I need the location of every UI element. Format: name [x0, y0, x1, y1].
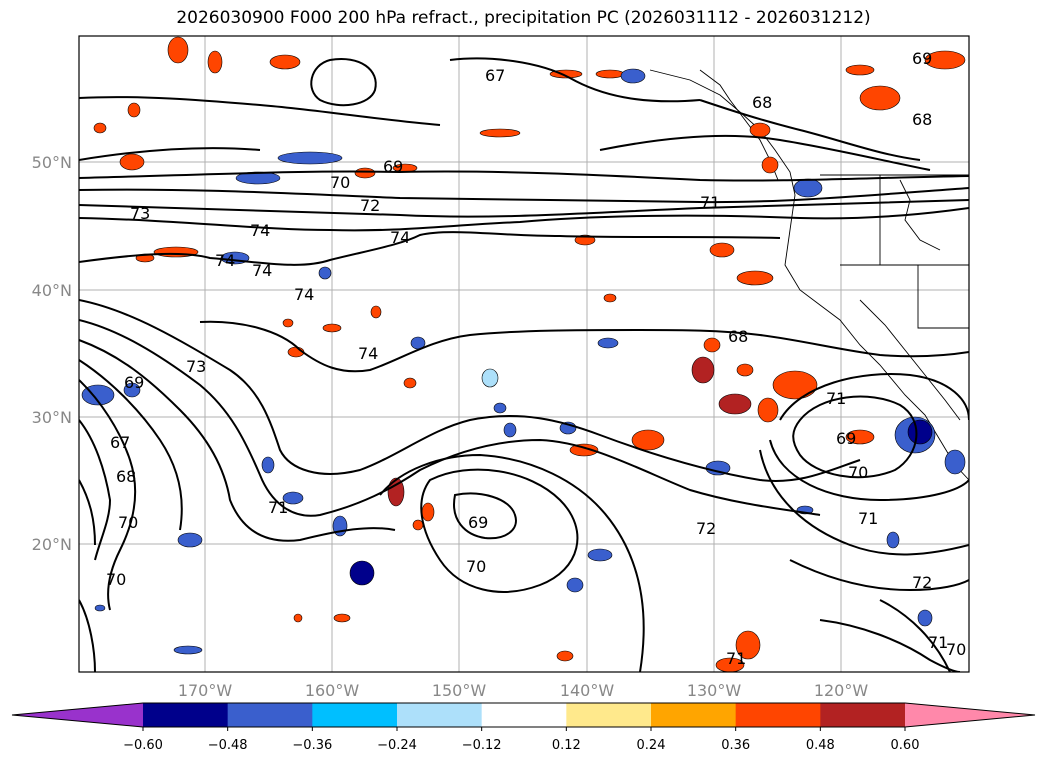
- colorbar-segment: [566, 703, 652, 727]
- contour-label: 70: [848, 463, 868, 482]
- contour-label: 74: [215, 251, 235, 270]
- contour-label: 74: [358, 344, 378, 363]
- colorbar-segment: [312, 703, 398, 727]
- colorbar-tick-label: −0.12: [462, 738, 502, 753]
- lat-labels: 50°N 40°N 30°N 20°N: [32, 153, 72, 554]
- map-frame-border: [78, 35, 970, 673]
- contour-label: 74: [250, 221, 270, 240]
- colorbar-tick-label: −0.60: [123, 738, 163, 753]
- lat-label: 50°N: [32, 153, 72, 172]
- lon-label: 160°W: [305, 681, 360, 700]
- contour-label: 71: [928, 633, 948, 652]
- colorbar-tick-label: −0.48: [208, 738, 248, 753]
- contour-label: 72: [360, 196, 380, 215]
- contour-label: 67: [485, 66, 505, 85]
- precip-fills: [81, 36, 966, 672]
- colorbar-tick-label: −0.24: [377, 738, 417, 753]
- lat-label: 40°N: [32, 281, 72, 300]
- contour-label: 70: [330, 173, 350, 192]
- contour-label: 74: [294, 285, 314, 304]
- lon-labels: 170°W 160°W 150°W 140°W 130°W 120°W: [178, 681, 869, 700]
- contour-label: 71: [726, 649, 746, 668]
- colorbar-tick-label: 0.12: [552, 738, 581, 753]
- lon-label: 120°W: [814, 681, 869, 700]
- lon-label: 130°W: [687, 681, 742, 700]
- contour-label: 70: [106, 570, 126, 589]
- contour-label: 69: [912, 49, 932, 68]
- contour-label: 71: [858, 509, 878, 528]
- colorbar-tick-label: 0.48: [806, 738, 835, 753]
- contour-label: 72: [696, 519, 716, 538]
- lat-label: 30°N: [32, 408, 72, 427]
- colorbar-segment: [397, 703, 483, 727]
- contour-label-group: 67 68 69 70 71 72 73 74 74 74 74 74 73 6…: [106, 49, 966, 668]
- lon-label: 150°W: [432, 681, 487, 700]
- lat-label: 20°N: [32, 535, 72, 554]
- contour-label: 68: [728, 327, 748, 346]
- lon-label: 140°W: [560, 681, 615, 700]
- contour-label: 71: [700, 193, 720, 212]
- coastline: [649, 69, 969, 481]
- colorbar: −0.60 −0.48 −0.36 −0.24 −0.12 0.12 0.24 0.36 0.4…: [11, 702, 1036, 753]
- contour-label: 69: [383, 157, 403, 176]
- colorbar-segment: [735, 703, 821, 727]
- colorbar-segment: [905, 703, 1035, 727]
- contour-label: 70: [118, 513, 138, 532]
- contour-label: 71: [826, 389, 846, 408]
- colorbar-tick-label: 0.24: [637, 738, 666, 753]
- contour-label: 69: [124, 373, 144, 392]
- colorbar-tick-label: 0.36: [721, 738, 750, 753]
- colorbar-segment: [651, 703, 737, 727]
- contour-label: 69: [468, 513, 488, 532]
- colorbar-segment: [227, 703, 313, 727]
- colorbar-segment: [481, 703, 567, 727]
- contour-label: 71: [268, 498, 288, 517]
- contour-label: 73: [186, 357, 206, 376]
- contour-label: 68: [912, 110, 932, 129]
- contour-label: 74: [252, 261, 272, 280]
- contour-label: 68: [752, 93, 772, 112]
- contour-label: 70: [946, 640, 966, 659]
- colorbar-tick-label: 0.60: [891, 738, 920, 753]
- refractivity-contours: [79, 57, 969, 672]
- contour-label: 74: [390, 228, 410, 247]
- colorbar-segment: [12, 703, 143, 727]
- contour-label: 69: [836, 429, 856, 448]
- contour-label: 72: [912, 573, 932, 592]
- contour-label: 68: [116, 467, 136, 486]
- contour-label: 67: [110, 433, 130, 452]
- lon-label: 170°W: [178, 681, 233, 700]
- contour-label: 70: [466, 557, 486, 576]
- map-frame-bg: [79, 36, 969, 672]
- colorbar-segment: [143, 703, 229, 727]
- contour-label: 73: [130, 204, 150, 223]
- colorbar-segment: [820, 703, 906, 727]
- colorbar-tick-label: −0.36: [292, 738, 332, 753]
- map-title: 2026030900 F000 200 hPa refract., precip…: [176, 8, 871, 28]
